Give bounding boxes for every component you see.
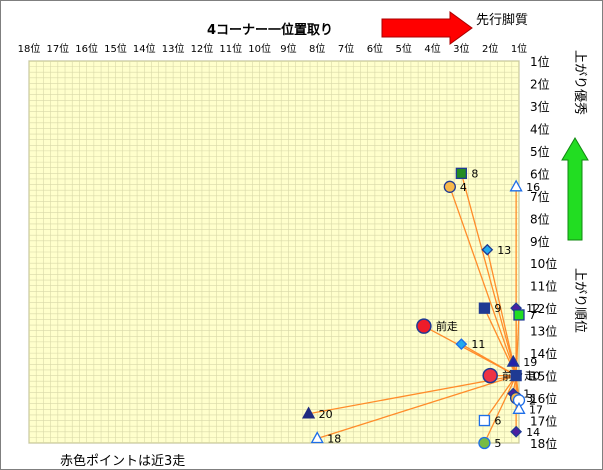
connector-line xyxy=(483,375,517,421)
x-tick-label: 6位 xyxy=(367,42,383,55)
point-label: 11 xyxy=(471,338,485,351)
point-label: 5 xyxy=(494,437,501,450)
point-label: 10 xyxy=(526,370,540,383)
y-tick-labels: 1位2位3位4位5位6位7位8位9位10位11位12位13位14位15位16位1… xyxy=(530,54,557,451)
x-tick-label: 4位 xyxy=(424,42,440,55)
point-label: 4 xyxy=(460,181,467,194)
point-label: 18 xyxy=(327,433,341,446)
x-tick-label: 1位 xyxy=(511,42,527,55)
data-point: 6 xyxy=(478,415,501,428)
arrow-right-label: 先行脚質 xyxy=(476,12,528,28)
y-tick-label: 9位 xyxy=(530,234,550,249)
data-point: 17 xyxy=(512,401,543,416)
y-tick-label: 12位 xyxy=(530,301,557,316)
point-label: 13 xyxy=(497,244,511,257)
data-point: 16 xyxy=(509,179,540,194)
data-point: 10 xyxy=(510,370,540,383)
chart-title: 4コーナー一位置取り xyxy=(207,22,333,38)
red-arrow-icon xyxy=(381,11,473,45)
x-tick-label: 11位 xyxy=(219,42,242,55)
connector-line xyxy=(449,186,517,376)
data-point: 5 xyxy=(478,436,501,450)
connector-line xyxy=(483,375,517,444)
y-tick-label: 6位 xyxy=(530,166,550,181)
data-point: 19 xyxy=(506,354,537,369)
data-point: 13 xyxy=(481,244,511,257)
point-label: 20 xyxy=(319,408,333,421)
y-tick-label: 15位 xyxy=(530,369,557,384)
y-axis-label: 上がり順位 xyxy=(572,268,587,333)
x-tick-label: 14位 xyxy=(133,42,156,55)
y-tick-label: 10位 xyxy=(530,256,557,271)
point-label: 7 xyxy=(529,309,536,322)
x-tick-label: 18位 xyxy=(18,42,41,55)
y-tick-label: 2位 xyxy=(530,76,550,91)
x-tick-label: 5位 xyxy=(396,42,412,55)
data-point: 8 xyxy=(455,167,478,180)
point-label: 16 xyxy=(526,181,540,194)
point-label: 14 xyxy=(526,426,540,439)
x-tick-label: 7位 xyxy=(338,42,354,55)
point-label: 17 xyxy=(529,403,543,416)
y-tick-label: 13位 xyxy=(530,324,557,339)
y-tick-label: 11位 xyxy=(530,279,557,294)
data-point: 14 xyxy=(510,426,540,439)
x-tick-label: 13位 xyxy=(162,42,185,55)
data-point: 7 xyxy=(513,309,536,322)
y-tick-label: 17位 xyxy=(530,414,557,429)
point-label: 9 xyxy=(494,302,501,315)
point-label: 3 xyxy=(526,392,533,405)
connector-line xyxy=(317,374,517,440)
point-label: 2 xyxy=(529,394,536,407)
y-tick-label: 3位 xyxy=(530,99,550,114)
y-tick-label: 4位 xyxy=(530,121,550,136)
y-tick-label: 7位 xyxy=(530,189,550,204)
x-tick-label: 3位 xyxy=(453,42,469,55)
green-arrow-icon xyxy=(561,137,589,241)
connector-line xyxy=(486,249,517,376)
x-tick-label: 16位 xyxy=(75,42,98,55)
x-tick-label: 2位 xyxy=(482,42,498,55)
x-tick-label: 9位 xyxy=(280,42,296,55)
point-label: 1 xyxy=(523,388,530,401)
point-label: 19 xyxy=(523,356,537,369)
x-tick-labels: 18位 17位 16位 15位 14位 13位 12位 11位 10位 9位 8位 7位 6位 5位 4位 3… xyxy=(18,42,528,55)
y-tick-label: 8位 xyxy=(530,211,550,226)
x-tick-label: 12位 xyxy=(191,42,214,55)
footnote: 赤色ポイントは近3走 xyxy=(60,453,185,469)
data-points: 8416139127前走1119前々走101321720614185 xyxy=(301,167,543,450)
y-tick-label: 18位 xyxy=(530,436,557,451)
arrow-up-label: 上がり優秀 xyxy=(572,50,587,115)
y-tick-label: 14位 xyxy=(530,346,557,361)
y-tick-label: 1位 xyxy=(530,54,550,69)
x-tick-label: 10位 xyxy=(248,42,271,55)
data-point: 9 xyxy=(478,302,501,315)
point-label: 8 xyxy=(471,167,478,180)
data-point: 前走 xyxy=(416,318,458,334)
y-tick-label: 5位 xyxy=(530,144,550,159)
connector-line xyxy=(460,173,517,376)
x-tick-label: 15位 xyxy=(104,42,127,55)
connector-line xyxy=(308,374,517,415)
x-tick-label: 17位 xyxy=(46,42,69,55)
data-point: 11 xyxy=(455,338,485,351)
point-label: 12 xyxy=(526,302,540,315)
point-label: 6 xyxy=(494,415,501,428)
data-point: 20 xyxy=(301,406,333,421)
connector-line xyxy=(461,343,517,377)
x-tick-label: 8位 xyxy=(309,42,325,55)
point-label: 前走 xyxy=(436,319,458,333)
y-tick-label: 16位 xyxy=(530,391,557,406)
data-point: 4 xyxy=(443,180,467,194)
data-point: 18 xyxy=(310,431,341,446)
